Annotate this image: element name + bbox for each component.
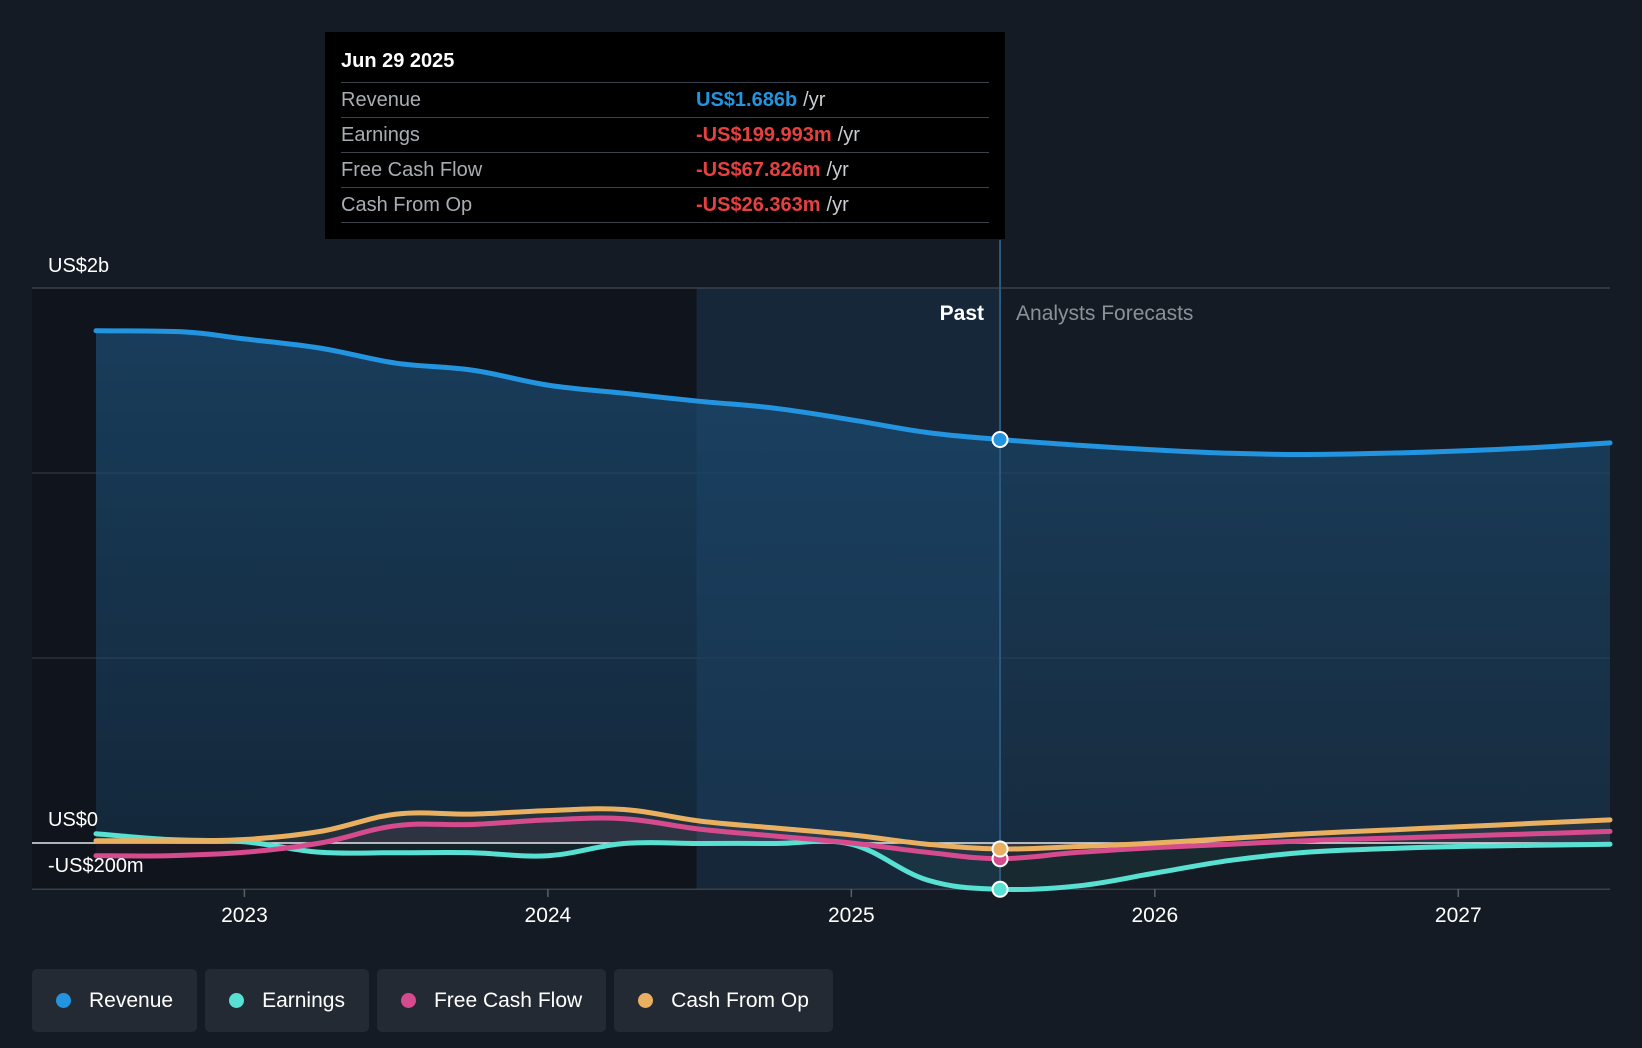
- legend-item-cash-from-op[interactable]: Cash From Op: [614, 969, 833, 1032]
- legend: Revenue Earnings Free Cash Flow Cash Fro…: [32, 969, 833, 1032]
- tooltip-label: Earnings: [341, 124, 420, 146]
- tooltip-row-free-cash-flow: Free Cash Flow -US$67.826m /yr: [341, 152, 989, 187]
- x-tick-label: 2024: [525, 904, 572, 927]
- tooltip-value: US$1.686b: [696, 89, 798, 111]
- legend-dot-icon: [400, 993, 416, 1008]
- y-label: US$2b: [48, 255, 109, 277]
- earnings-area: [96, 833, 1610, 890]
- past-label: Past: [940, 302, 984, 325]
- legend-dot-icon: [229, 993, 245, 1008]
- tooltip-label: Cash From Op: [341, 194, 473, 216]
- tooltip-markers: [991, 430, 1009, 898]
- tooltip-row-revenue: Revenue US$1.686b /yr: [341, 82, 989, 117]
- legend-label: Revenue: [89, 988, 174, 1012]
- tooltip-unit: /yr: [803, 89, 826, 111]
- x-tick-label: 2026: [1131, 904, 1178, 927]
- revenue-area: [96, 330, 1610, 843]
- series-lines: [93, 328, 1613, 893]
- legend-label: Earnings: [262, 988, 345, 1012]
- tooltip-label: Free Cash Flow: [341, 159, 483, 181]
- tooltip-row-earnings: Earnings -US$199.993m /yr: [341, 117, 989, 152]
- cash-from-op-marker: [991, 840, 1009, 858]
- tooltip-unit: /yr: [826, 159, 849, 181]
- tooltip-unit: /yr: [826, 194, 849, 216]
- tooltip-unit: /yr: [837, 124, 860, 146]
- legend-item-free-cash-flow[interactable]: Free Cash Flow: [376, 969, 607, 1032]
- chart-area: US$2b US$0 -US$200m 2023 2024 2025 2026 2027 P…: [32, 240, 1613, 927]
- legend-label: Cash From Op: [671, 988, 809, 1012]
- forecast-label: Analysts Forecasts: [1016, 302, 1193, 325]
- x-axis-ticks: 2023 2024 2025 2026 2027: [221, 889, 1482, 927]
- free-cash-flow-area: [96, 818, 1610, 859]
- y-label: US$0: [48, 809, 98, 831]
- free-cash-flow-line: [93, 815, 1613, 862]
- cash-from-op-line: [93, 806, 1613, 852]
- tooltip-value: -US$67.826m: [696, 159, 821, 181]
- x-tick-label: 2027: [1435, 904, 1482, 927]
- y-label: -US$200m: [48, 855, 144, 877]
- legend-item-revenue[interactable]: Revenue: [32, 969, 198, 1032]
- revenue-line: [93, 328, 1613, 457]
- earnings-marker: [991, 880, 1009, 898]
- revenue-marker: [991, 430, 1009, 448]
- y-axis-labels: US$2b US$0 -US$200m: [48, 255, 144, 877]
- x-tick-label: 2025: [828, 904, 875, 927]
- x-tick-label: 2023: [221, 904, 268, 927]
- legend-label: Free Cash Flow: [433, 988, 583, 1012]
- legend-dot-icon: [56, 993, 71, 1008]
- legend-dot-icon: [638, 993, 654, 1008]
- tooltip: Jun 29 2025 Revenue US$1.686b /yr Earnin…: [325, 32, 1005, 239]
- tooltip-row-cash-from-op: Cash From Op -US$26.363m /yr: [341, 187, 989, 223]
- tooltip-label: Revenue: [341, 89, 422, 111]
- legend-item-earnings[interactable]: Earnings: [205, 969, 369, 1032]
- tooltip-value: -US$199.993m: [696, 124, 832, 146]
- tooltip-date: Jun 29 2025: [341, 50, 455, 72]
- tooltip-value: -US$26.363m: [696, 194, 821, 216]
